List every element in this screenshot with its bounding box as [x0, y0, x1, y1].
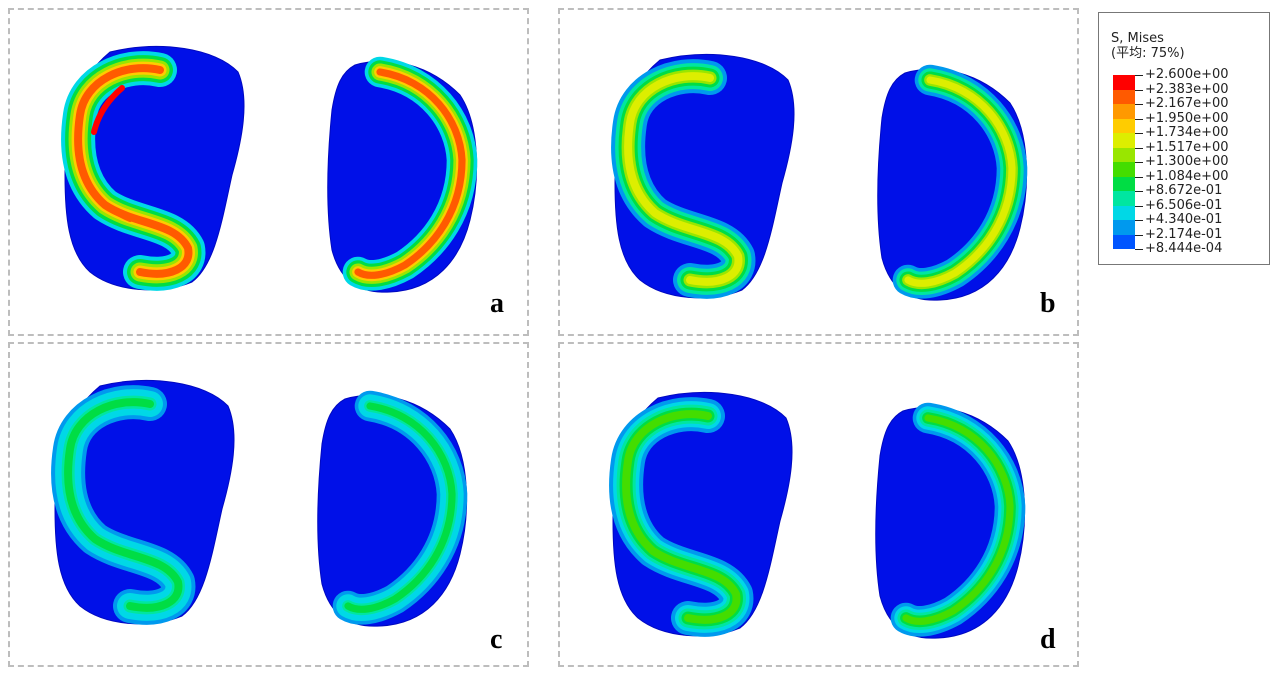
legend-swatch: [1113, 234, 1135, 249]
stress-contour-c: [51, 380, 468, 627]
legend-value: +1.734e+00: [1145, 125, 1229, 140]
legend-swatch: [1113, 133, 1135, 148]
panel-label-d: d: [1040, 624, 1056, 655]
legend-tick: [1135, 118, 1143, 120]
legend-value: +8.672e-01: [1145, 183, 1223, 198]
legend-tick: [1135, 176, 1143, 178]
legend-title: S, Mises: [1111, 31, 1164, 46]
legend-tick: [1135, 220, 1143, 221]
panel-label-a: a: [490, 288, 504, 319]
contour-group: [611, 54, 1028, 301]
stress-band-right: [904, 76, 1016, 287]
stress-contour-a: [61, 46, 478, 293]
legend-tick: [1135, 249, 1143, 250]
stress-band-right: [902, 414, 1014, 625]
stress-hotspot: [91, 85, 125, 135]
legend-swatch: [1113, 75, 1135, 90]
legend-value: +8.444e-04: [1145, 241, 1223, 256]
legend-value: +2.167e+00: [1145, 96, 1229, 111]
stress-band-right: [354, 68, 466, 279]
panel-c: c: [8, 342, 529, 667]
contour-group: [609, 392, 1026, 639]
legend-value: +1.084e+00: [1145, 168, 1229, 184]
legend-tick: [1135, 162, 1143, 163]
legend-value: +2.383e+00: [1145, 81, 1229, 97]
legend-tick: [1135, 191, 1143, 192]
legend-swatch: [1113, 220, 1135, 235]
stress-contour-b: [611, 54, 1028, 301]
tooth-left-body: [612, 392, 793, 637]
legend-swatch: [1113, 104, 1135, 119]
legend-swatch: [1113, 191, 1135, 206]
legend-tick: [1135, 234, 1143, 236]
legend-swatch: [1113, 89, 1135, 104]
stress-hotspot: [100, 198, 132, 222]
contour-group: [61, 46, 478, 293]
contour-group: [51, 380, 468, 627]
tooth-left-body: [64, 46, 245, 291]
legend-value: +2.600e+00: [1145, 67, 1229, 82]
panel-b: b: [558, 8, 1079, 336]
panel-label-c: c: [490, 624, 503, 655]
legend-tick: [1135, 133, 1143, 134]
legend-tick: [1135, 147, 1143, 149]
panel-label-b: b: [1040, 288, 1056, 319]
legend-tick: [1135, 205, 1143, 207]
legend-tick: [1135, 75, 1143, 76]
stress-band-left: [624, 72, 743, 286]
legend-swatch: [1113, 118, 1135, 133]
legend-tick: [1135, 104, 1143, 105]
tooth-left-body: [614, 54, 795, 299]
legend-value: +1.950e+00: [1145, 110, 1229, 126]
legend-value: +2.174e-01: [1145, 226, 1223, 242]
legend-swatch: [1113, 205, 1135, 220]
stress-band-left: [64, 398, 183, 612]
stress-band-left: [622, 410, 741, 624]
legend-swatch: [1113, 162, 1135, 177]
legend-swatch: [1113, 147, 1135, 162]
stress-contour-d: [609, 392, 1026, 639]
panel-d: d: [558, 342, 1079, 667]
legend-tick: [1135, 89, 1143, 91]
stress-legend: S, Mises (平均: 75%) +2.600e+00 +2.383e+00 +…: [1098, 12, 1270, 265]
panel-a: a: [8, 8, 529, 336]
legend-value: +1.300e+00: [1145, 154, 1229, 169]
tooth-left-body: [54, 380, 235, 625]
legend-subtitle: (平均: 75%): [1111, 46, 1185, 61]
legend-swatch: [1113, 176, 1135, 191]
legend-value: +6.506e-01: [1145, 197, 1223, 213]
stress-band-right: [344, 402, 456, 613]
legend-value: +1.517e+00: [1145, 139, 1229, 155]
legend-value: +4.340e-01: [1145, 212, 1223, 227]
